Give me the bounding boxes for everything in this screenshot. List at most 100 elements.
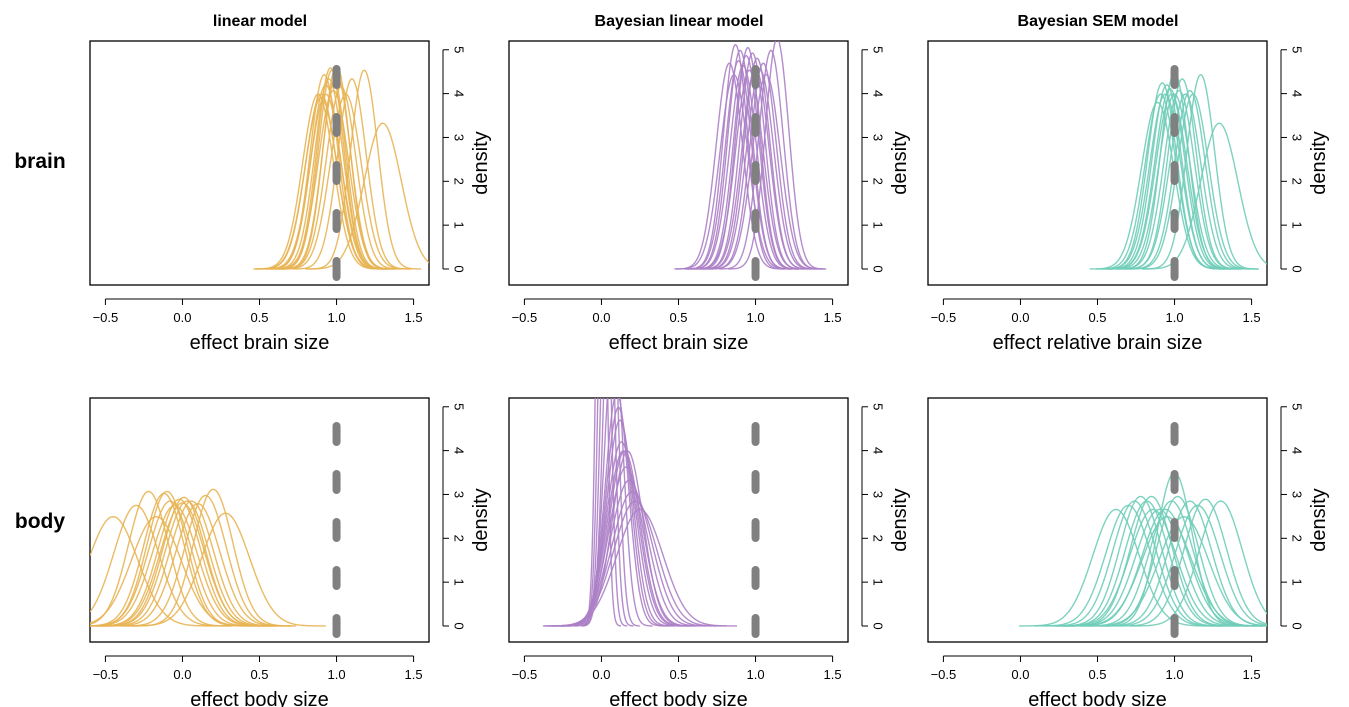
- x-tick-label: 0.0: [173, 667, 191, 682]
- x-tick-label: 0.5: [250, 667, 268, 682]
- y-tick-label: 0: [451, 265, 466, 272]
- density-curve-16: [544, 500, 726, 627]
- density-curve-7: [727, 41, 827, 270]
- y-tick-label: 3: [870, 491, 885, 498]
- x-tick-label: 1.0: [1166, 667, 1184, 682]
- density-curve-11: [1109, 93, 1240, 270]
- col-title-linear: linear model: [213, 13, 307, 30]
- x-axis-label: effect brain size: [609, 332, 749, 354]
- density-curve-15: [696, 46, 799, 270]
- curves-group: [674, 41, 827, 281]
- density-curve-16: [95, 496, 273, 627]
- y-tick-label: 5: [451, 403, 466, 410]
- x-tick-label: 0.0: [1011, 310, 1029, 325]
- density-curve-15: [1130, 500, 1267, 627]
- row-label-brain: brain: [14, 150, 65, 173]
- x-tick-label: 0.5: [1088, 667, 1106, 682]
- panel-body-1: −0.5 0.0 0.5 1.0 1.5 effect body size 0 1 2 3 4 5 de…: [508, 397, 911, 707]
- density-curve-10: [292, 78, 412, 270]
- y-tick-label: 0: [1289, 622, 1304, 629]
- y-tick-label: 5: [451, 46, 466, 53]
- density-curve-10: [692, 69, 807, 270]
- density-curve-0: [90, 515, 217, 627]
- y-axis: 0 1 2 3 4 5: [442, 46, 466, 273]
- x-axis-label: effect brain size: [190, 332, 330, 354]
- y-tick-label: 2: [1289, 535, 1304, 542]
- density-curve-4: [90, 492, 250, 627]
- density-curve-3: [1053, 495, 1229, 627]
- y-tick-label: 3: [870, 134, 885, 141]
- x-tick-label: −0.5: [931, 667, 957, 682]
- density-curve-16: [703, 69, 818, 270]
- density-curve-14: [1106, 93, 1237, 270]
- x-tick-label: 1.0: [747, 310, 765, 325]
- density-curve-12: [305, 122, 429, 270]
- x-axis: −0.5 0.0 0.5 1.0 1.5: [93, 655, 423, 682]
- y-tick-label: 4: [451, 447, 466, 454]
- x-tick-label: 1.5: [405, 310, 423, 325]
- x-axis-label: effect body size: [609, 689, 748, 707]
- x-axis: −0.5 0.0 0.5 1.0 1.5: [512, 298, 842, 325]
- x-axis: −0.5 0.0 0.5 1.0 1.5: [93, 298, 423, 325]
- panel-brain-1: −0.5 0.0 0.5 1.0 1.5 effect brain size 0 1 2 3 4 5 d…: [508, 40, 911, 354]
- density-curve-15: [1126, 89, 1254, 270]
- col-title-bayes-linear: Bayesian linear model: [595, 13, 764, 30]
- x-axis-label: effect relative brain size: [993, 332, 1203, 354]
- curves-group: [253, 63, 429, 281]
- x-tick-label: −0.5: [512, 667, 538, 682]
- panel-frame: [89, 397, 430, 643]
- panel-body-2: −0.5 0.0 0.5 1.0 1.5 effect body size 0 1 2 3 4 5 de…: [927, 397, 1330, 707]
- density-curve-14: [261, 93, 391, 270]
- y-tick-label: 0: [870, 265, 885, 272]
- y-axis: 0 1 2 3 4 5: [861, 46, 885, 273]
- y-tick-label: 1: [451, 222, 466, 229]
- density-curve-2: [1107, 87, 1233, 270]
- y-tick-label: 5: [870, 403, 885, 410]
- density-curve-7: [1142, 73, 1259, 270]
- y-axis: 0 1 2 3 4 5: [1280, 403, 1304, 630]
- density-curve-16: [1064, 495, 1239, 627]
- y-tick-label: 1: [451, 579, 466, 586]
- density-curve-4: [264, 84, 388, 270]
- x-tick-label: 0.5: [250, 310, 268, 325]
- y-axis: 0 1 2 3 4 5: [861, 403, 885, 630]
- x-tick-label: −0.5: [931, 310, 957, 325]
- density-curve-8: [674, 62, 785, 270]
- x-tick-label: 1.5: [1243, 667, 1261, 682]
- density-curve-0: [1018, 508, 1214, 627]
- y-tick-label: 1: [870, 579, 885, 586]
- density-curve-13: [255, 96, 388, 270]
- y-tick-label: 5: [1289, 46, 1304, 53]
- x-axis: −0.5 0.0 0.5 1.0 1.5: [512, 655, 842, 682]
- density-curve-3: [581, 398, 640, 627]
- y-tick-label: 3: [1289, 491, 1304, 498]
- y-tick-label: 4: [870, 447, 885, 454]
- x-tick-label: 1.0: [328, 310, 346, 325]
- density-curve-12: [562, 450, 693, 627]
- density-curve-5: [708, 62, 819, 270]
- y-tick-label: 5: [1289, 403, 1304, 410]
- panels-group: −0.5 0.0 0.5 1.0 1.5 effect brain size 0 1 2 3 4 5 d…: [89, 40, 1330, 707]
- curves-group: [542, 398, 760, 638]
- y-tick-label: 4: [451, 90, 466, 97]
- density-curve-10: [559, 450, 690, 627]
- x-tick-label: 0.5: [669, 667, 687, 682]
- y-tick-label: 1: [1289, 579, 1304, 586]
- x-tick-label: 0.5: [1088, 310, 1106, 325]
- x-tick-label: 1.5: [1243, 310, 1261, 325]
- density-curve-12: [1122, 78, 1242, 270]
- x-tick-label: 1.0: [1166, 310, 1184, 325]
- density-curve-11: [554, 466, 698, 627]
- y-tick-label: 3: [451, 491, 466, 498]
- x-axis: −0.5 0.0 0.5 1.0 1.5: [931, 298, 1261, 325]
- density-curve-12: [118, 494, 293, 627]
- panel-brain-2: −0.5 0.0 0.5 1.0 1.5 effect relative brain si…: [927, 40, 1330, 354]
- density-curve-14: [1116, 498, 1267, 627]
- x-tick-label: 0.5: [669, 310, 687, 325]
- panel-frame: [508, 40, 849, 286]
- y-axis-label: density: [889, 131, 911, 194]
- y-tick-label: 3: [451, 134, 466, 141]
- x-tick-label: 0.0: [592, 310, 610, 325]
- density-curve-15: [281, 93, 411, 270]
